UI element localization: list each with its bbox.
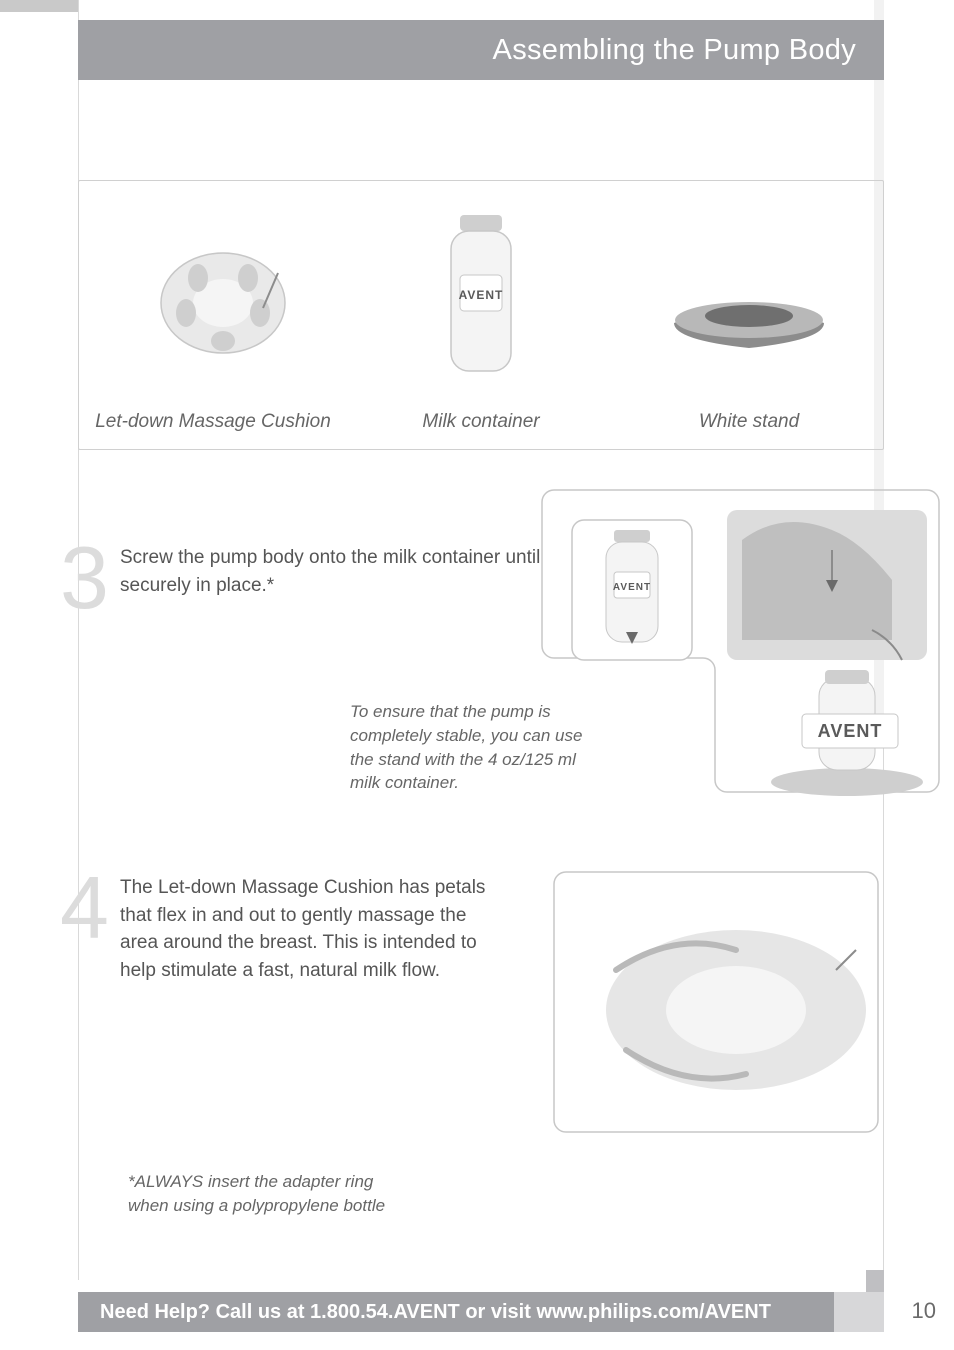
step-4-number: 4 [60, 864, 109, 952]
manual-page: Assembling the Pump Body [0, 0, 954, 1350]
step3-inset-top-brand: AVENT [613, 582, 651, 593]
cushion-label: Let-down Massage Cushion [95, 411, 331, 433]
step-3-text: Screw the pump body onto the milk contai… [120, 540, 554, 599]
white-stand-label: White stand [699, 411, 799, 433]
milk-container-label: Milk container [422, 411, 539, 433]
page-number: 10 [912, 1298, 936, 1324]
milk-container-illustration: AVENT [357, 199, 605, 397]
white-stand-illustration [625, 199, 873, 397]
help-footer-text: Need Help? Call us at 1.800.54.AVENT or … [100, 1301, 771, 1324]
help-footer-bar: Need Help? Call us at 1.800.54.AVENT or … [78, 1292, 834, 1332]
left-margin-tab [0, 0, 78, 12]
part-cushion: Let-down Massage Cushion [79, 181, 347, 449]
step3-inset-brand: AVENT [818, 721, 883, 741]
footnote-line-1: *ALWAYS insert the adapter ring [128, 1170, 385, 1194]
step-3-number: 3 [60, 534, 109, 622]
step-4: 4 The Let-down Massage Cushion has petal… [60, 870, 490, 984]
step-4-text: The Let-down Massage Cushion has petals … [120, 870, 490, 984]
cushion-illustration [89, 199, 337, 397]
footnote-line-2: when using a polypropylene bottle [128, 1194, 385, 1218]
step-3: 3 Screw the pump body onto the milk cont… [60, 540, 554, 599]
step-3-figure: AVENT AVENT [532, 480, 942, 800]
step-4-figure [546, 860, 886, 1140]
part-white-stand: White stand [615, 181, 883, 449]
adapter-ring-footnote: *ALWAYS insert the adapter ring when usi… [128, 1170, 385, 1218]
parts-panel: Let-down Massage Cushion AVENT Milk cont… [78, 180, 884, 450]
part-milk-container: AVENT Milk container [347, 181, 615, 449]
section-title: Assembling the Pump Body [493, 34, 856, 67]
section-header: Assembling the Pump Body [78, 20, 884, 80]
footer-right-block [834, 1292, 884, 1332]
brand-text: AVENT [459, 288, 504, 302]
